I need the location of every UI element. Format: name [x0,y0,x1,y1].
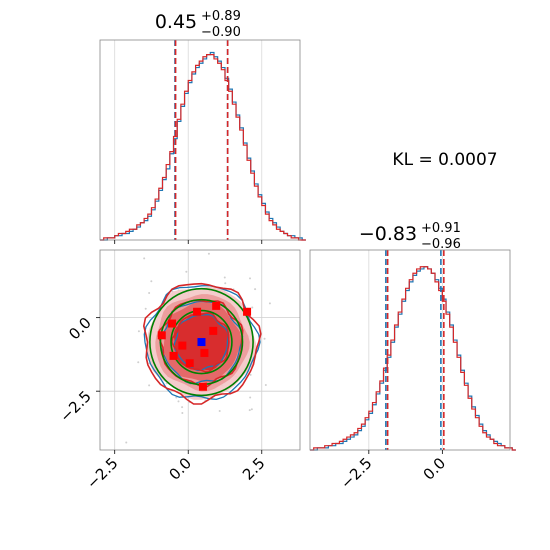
red-sample-marker [157,331,166,340]
red-sample-marker [200,348,209,357]
sample-point [181,411,184,414]
sample-point [251,306,254,309]
sample-point [185,270,188,273]
xtick-label-param1: −2.5 [83,454,121,492]
xtick-label-param2: 0.0 [420,454,450,484]
red-sample-marker [198,382,207,391]
quantile-lines-param2 [385,250,445,450]
xtick-label-param1: 2.5 [239,454,269,484]
hist-series-b-param2 [310,266,516,451]
sample-point [175,396,178,399]
red-sample-marker [212,301,221,310]
sample-point [144,307,147,310]
ytick-label-param2: 0.0 [65,314,95,344]
kl-annotation: KL = 0.0007 [392,150,497,170]
sample-point [249,277,252,280]
sample-point [249,396,252,399]
title-param1-plus: +0.89 [201,9,241,24]
sample-point [218,409,221,412]
ticks-joint [96,317,263,454]
sample-point [249,373,252,376]
sample-point [150,280,153,283]
xticks-param1-hist [114,240,263,244]
title-param1-minus: −0.90 [201,25,241,40]
sample-point [264,384,267,387]
red-sample-marker [169,351,178,360]
sample-point [254,288,257,291]
truth-marker [197,338,206,347]
xticks-param2-hist [368,450,443,454]
sample-point [223,276,226,279]
red-sample-marker [178,341,187,350]
red-sample-marker [243,307,252,316]
gaussian-contour [149,287,254,397]
sample-point [143,257,146,260]
title-param2: −0.83 [359,223,417,245]
sample-point [148,291,151,294]
sample-point [148,384,151,387]
sample-point [263,337,266,340]
xtick-label-param1: 0.0 [165,454,195,484]
hist-series-b-param1 [100,54,306,241]
red-sample-marker [185,359,194,368]
sample-point [186,246,188,248]
sample-point [137,361,140,364]
title-param2-plus: +0.91 [421,221,461,236]
title-param2-minus: −0.96 [421,237,461,252]
sample-point [224,282,227,285]
joint-panel [96,246,301,454]
sample-point [250,408,253,411]
sample-point [181,406,184,409]
red-sample-markers [157,301,252,391]
quantile-lines-param1 [174,40,229,240]
sample-point [137,330,140,333]
grid-lines-param1 [114,40,263,240]
red-sample-marker [193,307,202,316]
ytick-label-param2: −2.5 [56,387,94,425]
gaussian-contour [170,309,233,375]
xtick-label-param2: −2.5 [337,454,375,492]
sample-point [177,400,180,403]
sample-point [125,441,128,444]
red-sample-marker [209,326,218,335]
sample-point [268,302,271,305]
hist-panel-param2 [309,249,516,454]
contour-series-a [143,284,261,401]
hist-panel-param1 [99,39,306,244]
sample-point [248,409,251,412]
red-sample-marker [168,319,177,328]
sample-point [207,252,210,255]
contour-series-b [142,282,262,405]
title-param1: 0.45 [155,11,197,33]
